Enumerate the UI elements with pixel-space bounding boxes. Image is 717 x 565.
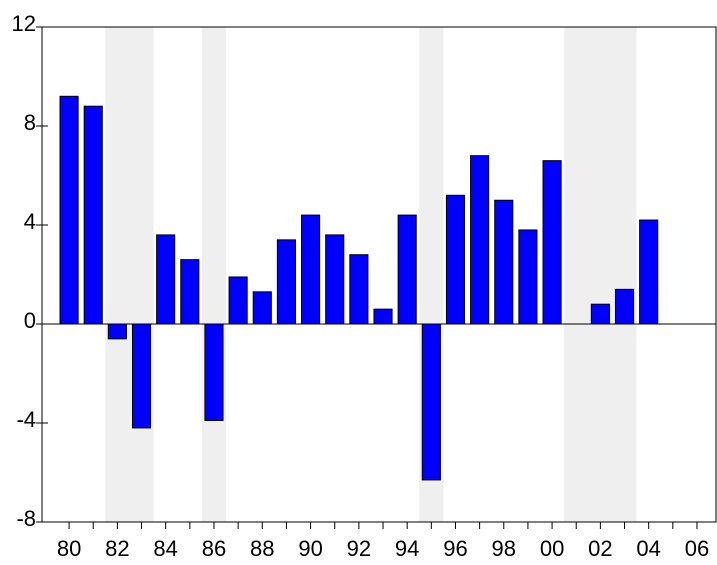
y-tick-label: 0 — [24, 308, 36, 333]
bar — [421, 323, 441, 481]
x-tick-label: 80 — [57, 536, 81, 561]
bar — [301, 214, 321, 325]
y-tick-label: 4 — [24, 209, 36, 234]
x-tick-label: 84 — [153, 536, 177, 561]
bar — [639, 219, 659, 325]
bar — [228, 276, 248, 325]
x-tick-label: 92 — [347, 536, 371, 561]
bar — [83, 105, 103, 325]
bar — [518, 229, 538, 325]
x-tick-label: 82 — [105, 536, 129, 561]
bar — [445, 194, 466, 325]
shaded-period — [201, 27, 227, 522]
x-tick-label: 98 — [492, 536, 516, 561]
bar — [252, 291, 272, 325]
x-tick-label: 88 — [250, 536, 274, 561]
x-tick-label: 02 — [588, 536, 612, 561]
bar — [349, 254, 369, 325]
bar — [325, 234, 345, 325]
bar — [204, 323, 224, 422]
x-tick-label: 04 — [636, 536, 660, 561]
bar — [590, 303, 610, 325]
bar — [59, 95, 79, 325]
x-tick-label: 90 — [298, 536, 322, 561]
bar — [614, 288, 635, 325]
y-tick-label: 8 — [24, 110, 36, 135]
plot-frame — [41, 26, 717, 523]
bar — [397, 214, 417, 325]
bar — [180, 259, 200, 325]
y-tick-label: 12 — [12, 11, 36, 36]
x-tick-label: 06 — [685, 536, 709, 561]
x-tick-label: 86 — [202, 536, 226, 561]
x-tick-label: 96 — [443, 536, 467, 561]
x-tick-label: 94 — [395, 536, 419, 561]
y-tick-label: -4 — [16, 407, 36, 432]
bar — [373, 308, 393, 325]
bar — [156, 234, 176, 325]
x-tick-label: 00 — [540, 536, 564, 561]
shaded-period — [564, 27, 637, 522]
shaded-period — [105, 27, 154, 522]
bar — [494, 199, 514, 325]
bar — [542, 160, 562, 325]
y-tick-label: -8 — [16, 506, 36, 531]
bar — [470, 155, 490, 325]
bar — [131, 323, 152, 429]
bar — [276, 239, 296, 325]
bar — [107, 323, 127, 340]
